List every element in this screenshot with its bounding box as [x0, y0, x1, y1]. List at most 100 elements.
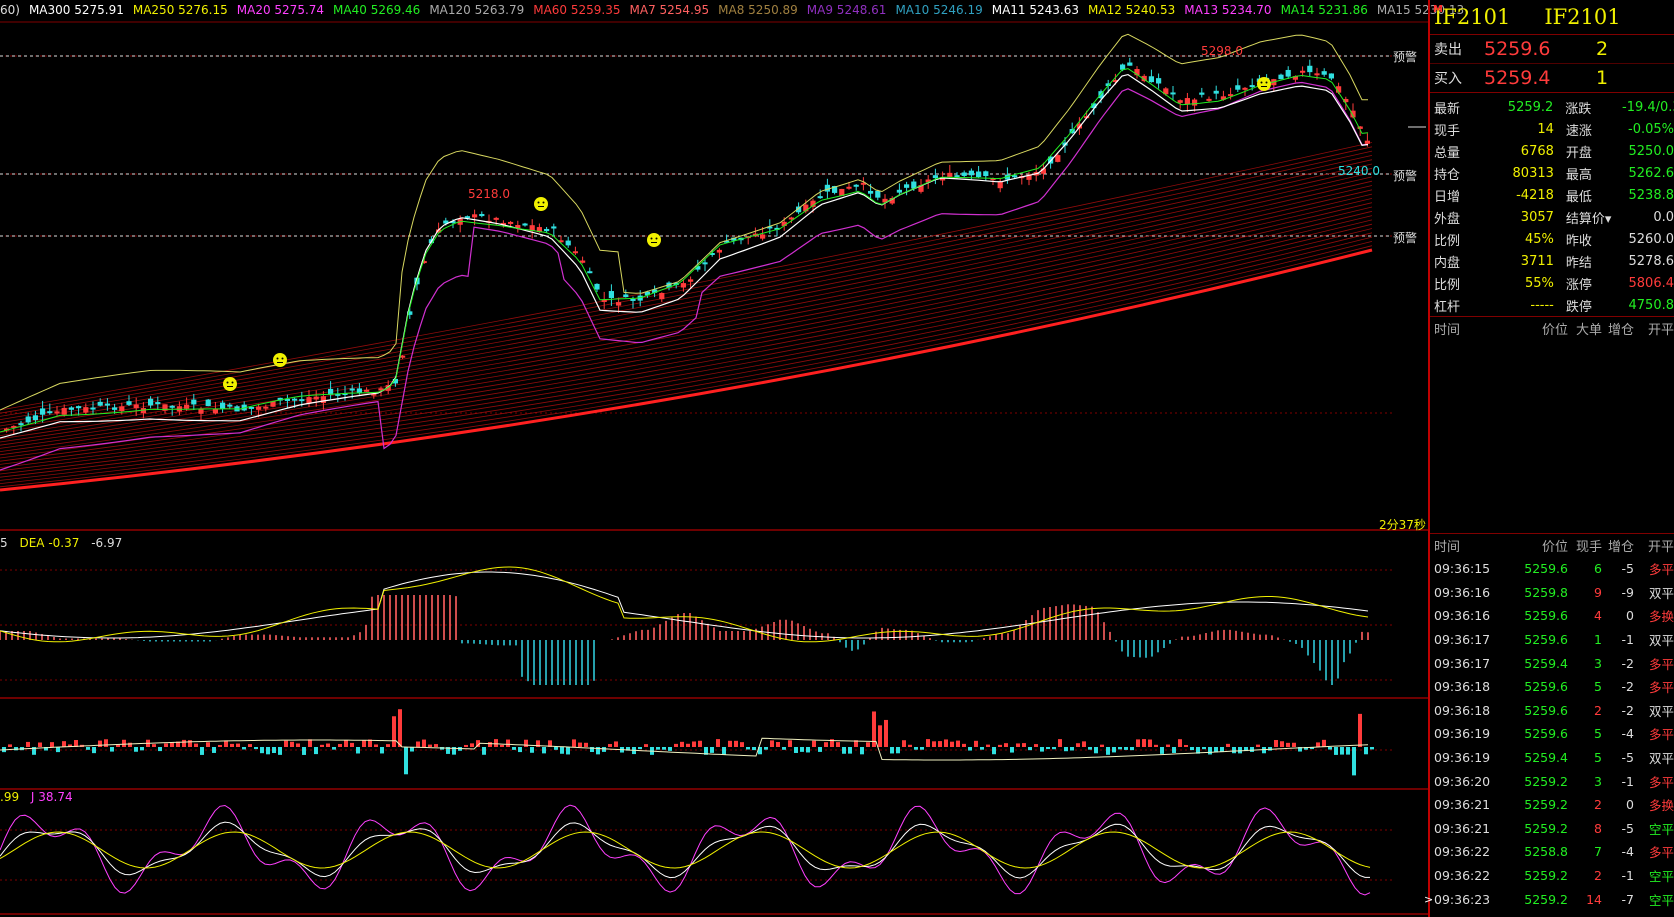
tick-row[interactable]: 09:36:19 5259.4 5 -5 双平 — [1430, 746, 1674, 770]
stat-v2: 5278.6 — [1628, 253, 1674, 269]
sell-quote[interactable]: 卖出 5259.6 2 — [1430, 35, 1674, 64]
volume-bar — [506, 739, 510, 747]
tick-row[interactable]: 09:36:16 5259.6 4 0 多换 — [1430, 604, 1674, 628]
tick-vol: 6 — [1594, 561, 1602, 577]
tick-row[interactable]: 09:36:19 5259.6 5 -4 多平 — [1430, 722, 1674, 746]
volume-bar — [1292, 742, 1296, 747]
alert-label-1[interactable]: 预警 — [1393, 50, 1418, 64]
tick-vol: 5 — [1594, 679, 1602, 695]
candle-body — [1134, 69, 1140, 76]
kline-chart[interactable] — [0, 0, 1428, 917]
volume-bar — [1172, 747, 1176, 753]
contract-symbol-alt[interactable]: IF2101 — [1544, 5, 1621, 29]
tick-vol: 4 — [1594, 608, 1602, 624]
candle-body — [1343, 98, 1349, 103]
candle-body — [313, 396, 319, 400]
tick-vol: 2 — [1594, 702, 1602, 718]
stat-row: 最新 5259.2 涨跌 -19.4/0.37% — [1430, 96, 1674, 118]
smiley-icon — [273, 353, 287, 367]
tick-row[interactable]: >09:36:23 5259.2 14 -7 空平 — [1424, 887, 1674, 911]
candle-body — [1120, 64, 1126, 70]
candle-body — [608, 291, 614, 299]
volume-bar — [170, 742, 174, 747]
candle-body — [875, 190, 881, 198]
stat-l2: 速涨 — [1565, 123, 1592, 139]
candle-body — [479, 213, 485, 217]
col-header: 价位 — [1541, 539, 1568, 555]
volume-bar — [1334, 747, 1338, 755]
stat-l2: 涨停 — [1565, 277, 1592, 293]
tick-time: 09:36:23 — [1434, 891, 1491, 907]
tick-row[interactable]: 09:36:21 5259.2 8 -5 空平 — [1430, 817, 1674, 841]
volume-bar — [1322, 739, 1326, 747]
candle-body — [1156, 78, 1162, 84]
candle-body — [184, 404, 190, 409]
volume-bar — [1274, 739, 1278, 747]
volume-bar — [536, 740, 540, 747]
volume-bar — [1064, 747, 1068, 752]
tick-row[interactable]: 09:36:18 5259.6 2 -2 双平 — [1430, 699, 1674, 723]
tick-row[interactable]: 09:36:21 5259.2 2 0 多换 — [1430, 793, 1674, 817]
tick-time: 09:36:21 — [1434, 797, 1491, 813]
candle-body — [1127, 62, 1133, 66]
col-header: 增仓 — [1607, 539, 1634, 555]
candle-body — [1040, 168, 1046, 174]
candle-body — [659, 292, 665, 300]
tick-type: 双平 — [1648, 585, 1674, 601]
chart-area[interactable]: 60) MA300 5275.91 MA250 5276.15 MA20 5275.7… — [0, 0, 1464, 917]
volume-bar — [902, 740, 906, 747]
candle-body — [997, 181, 1003, 189]
alert-label-3[interactable]: 预警 — [1393, 231, 1418, 245]
tick-row[interactable]: 09:36:20 5259.2 3 -1 多平 — [1430, 769, 1674, 793]
volume-bar — [830, 739, 834, 747]
tick-chg: -5 — [1621, 820, 1634, 836]
volume-bar — [320, 744, 324, 747]
candle-body — [54, 411, 60, 414]
candle-body — [364, 389, 370, 392]
tick-row[interactable]: 09:36:17 5259.4 3 -2 多平 — [1430, 651, 1674, 675]
volume-bar — [434, 744, 438, 747]
candle-body — [169, 405, 175, 408]
tick-row[interactable]: 09:36:15 5259.6 6 -5 多平 — [1430, 557, 1674, 581]
candle-body — [1364, 140, 1370, 144]
volume-bar — [1202, 747, 1206, 750]
tick-price: 5259.2 — [1524, 797, 1568, 813]
tick-row[interactable]: 09:36:16 5259.8 9 -9 双平 — [1430, 581, 1674, 605]
stat-l1: 比例 — [1434, 233, 1461, 249]
volume-bar — [1070, 747, 1074, 751]
volume-bar — [1346, 747, 1350, 755]
tick-table[interactable]: 09:36:15 5259.6 6 -5 多平 09:36:16 5259.8 9 -9 双平 09… — [1424, 557, 1674, 911]
tick-row[interactable]: 09:36:22 5259.2 2 -1 空平 — [1430, 864, 1674, 888]
tick-vol: 8 — [1594, 820, 1602, 836]
smiley-eye — [281, 357, 284, 360]
volume-bar — [188, 740, 192, 747]
tick-vol: 3 — [1594, 773, 1602, 789]
tick-row[interactable]: 09:36:18 5259.6 5 -2 多平 — [1430, 675, 1674, 699]
tick-type: 多换 — [1648, 798, 1674, 814]
contract-symbol[interactable]: IF2101 — [1434, 5, 1511, 29]
stat-v2: 5806.4 — [1628, 275, 1674, 291]
candle-body — [328, 388, 334, 395]
alert-label-2[interactable]: 预警 — [1393, 169, 1418, 183]
volume-bar — [1220, 747, 1224, 752]
tick-row[interactable]: 09:36:22 5258.8 7 -4 多平 — [1430, 840, 1674, 864]
stat-row: 外盘 3057 结算价▾ 0.0 — [1430, 206, 1674, 228]
tick-vol: 3 — [1594, 655, 1602, 671]
tick-chg: -4 — [1621, 726, 1634, 742]
candle-body — [299, 399, 305, 402]
candle-body — [47, 411, 53, 414]
buy-quote[interactable]: 买入 5259.4 1 — [1430, 64, 1674, 93]
volume-bar — [98, 740, 102, 747]
ma-legend-item: MA300 5275.91 — [28, 3, 124, 17]
volume-bar — [1208, 747, 1212, 755]
macd-dif-line — [0, 571, 1369, 639]
smiley-icon — [534, 197, 548, 211]
tick-row[interactable]: 09:36:17 5259.6 1 -1 双平 — [1430, 628, 1674, 652]
volume-bar — [746, 747, 750, 750]
candle-body — [1321, 71, 1327, 75]
candle-body — [688, 279, 694, 282]
candle-body — [220, 402, 226, 409]
stat-v1: 3057 — [1520, 209, 1554, 225]
candle-body — [731, 237, 737, 241]
volume-bar — [116, 744, 120, 747]
